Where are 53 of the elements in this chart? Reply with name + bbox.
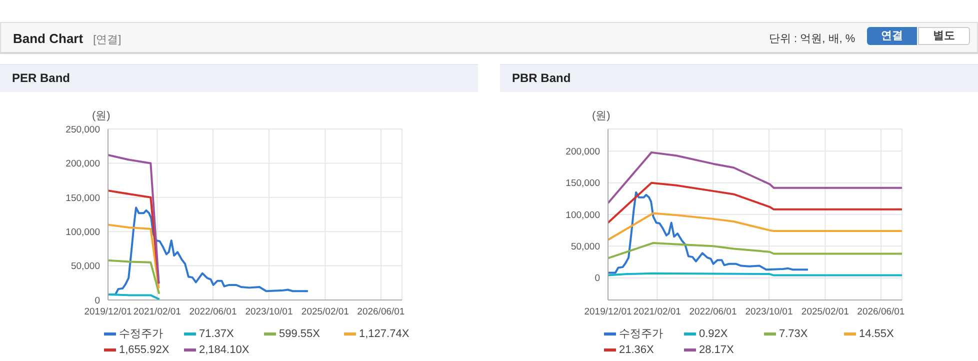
y-axis-title: (원): [92, 109, 110, 123]
x-tick-label: 2021/02/01: [633, 306, 681, 318]
x-tick-label: 2025/02/01: [301, 306, 349, 318]
text: Band Chart: [13, 31, 84, 46]
y-tick-label: 200,000: [566, 146, 600, 158]
legend-label: 1,655.92X: [119, 343, 170, 358]
line-series: [108, 224, 160, 290]
legend-label: 수정주가: [619, 327, 663, 342]
y-tick-label: 50,000: [570, 242, 600, 253]
line-series: [108, 190, 160, 285]
chart-title: PER Band: [0, 64, 478, 92]
legend-label: 수정주가: [119, 327, 163, 342]
line-series: [108, 154, 160, 285]
legend-label: 71.37X: [199, 327, 234, 342]
x-tick-label: 2021/02/01: [133, 306, 181, 318]
x-tick-label: 2025/02/01: [801, 306, 849, 318]
text: 연결: [867, 27, 917, 45]
line-series: [608, 212, 902, 241]
line-series: [608, 151, 902, 204]
x-tick-label: 2022/06/01: [689, 306, 737, 318]
line-series: [608, 191, 809, 274]
y-tick-label: 0: [94, 295, 100, 306]
text: 단위 : 억원, 배, %: [769, 32, 856, 46]
x-tick-label: 2026/06/01: [357, 306, 405, 318]
line-series: [608, 242, 902, 260]
legend-label: 1,127.74X: [359, 327, 410, 342]
y-tick-label: 100,000: [566, 210, 600, 221]
x-tick-label: 2019/12/01: [584, 306, 632, 318]
chart-title: PBR Band: [500, 64, 978, 92]
legend-label: 21.36X: [619, 343, 654, 358]
y-tick-label: 200,000: [66, 158, 100, 170]
x-tick-label: 2023/10/01: [245, 306, 293, 318]
legend-label: 28.17X: [699, 343, 734, 358]
y-tick-label: 250,000: [66, 124, 100, 136]
line-series: [108, 259, 160, 295]
legend-label: 0.92X: [699, 327, 728, 342]
legend-label: 14.55X: [859, 327, 894, 342]
line-series: [608, 182, 902, 224]
y-tick-label: 150,000: [66, 192, 100, 204]
x-tick-label: 2019/12/01: [84, 306, 132, 318]
y-axis-title: (원): [592, 109, 610, 123]
text: [연결]: [93, 34, 122, 46]
x-tick-label: 2026/06/01: [857, 306, 905, 318]
legend-label: 599.55X: [279, 327, 320, 342]
y-tick-label: 150,000: [566, 178, 600, 190]
x-tick-label: 2023/10/01: [745, 306, 793, 318]
x-tick-label: 2022/06/01: [189, 306, 237, 318]
y-tick-label: 100,000: [66, 226, 100, 238]
legend-label: 2,184.10X: [199, 343, 250, 358]
text: 별도: [918, 27, 970, 45]
legend-label: 7.73X: [779, 327, 808, 342]
y-tick-label: 50,000: [70, 261, 100, 272]
y-tick-label: 0: [594, 273, 600, 284]
